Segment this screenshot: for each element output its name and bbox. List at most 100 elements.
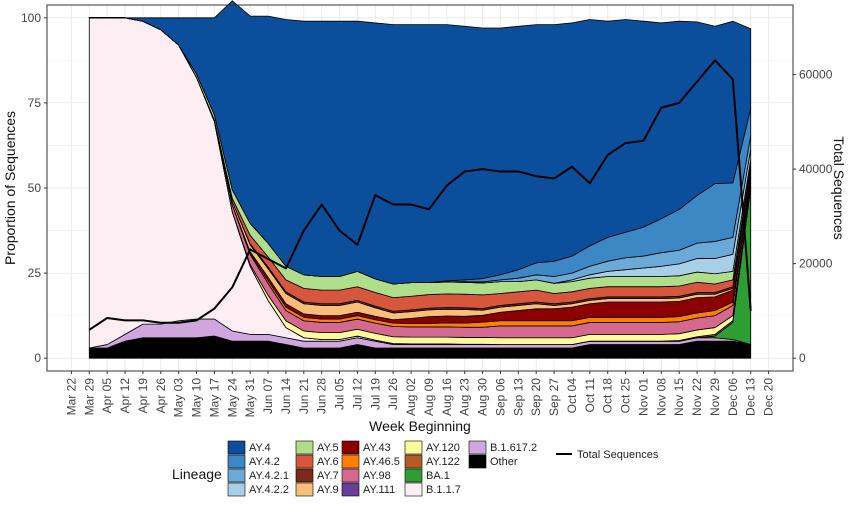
x-tick-label: Jun 28 [315, 378, 329, 414]
legend-label-ay-6: AY.6 [317, 456, 339, 468]
legend-key-ay-98 [341, 468, 360, 483]
legend-key-ay-46-5 [341, 454, 360, 469]
legend-item-ay-98: AY.98 [341, 468, 391, 483]
legend-item-other: Other [468, 454, 518, 469]
x-tick-label: Apr 26 [154, 378, 168, 414]
line-layer [88, 59, 752, 331]
legend-label-b-1-1-7: B.1.1.7 [426, 484, 461, 496]
x-tick-label: Apr 19 [136, 378, 150, 414]
y-tick-label: 25 [28, 266, 42, 280]
y-tick-label: 75 [28, 96, 42, 110]
x-tick-label: Jul 05 [333, 378, 347, 410]
legend-label-ay-46-5: AY.46.5 [363, 456, 400, 468]
legend-label-ay-120: AY.120 [426, 442, 460, 454]
y-tick-label: 100 [21, 11, 41, 25]
line-total-sequences [88, 59, 752, 331]
legend-key-ay-7 [295, 468, 314, 483]
y-axis-title: Proportion of Sequences [2, 111, 18, 265]
legend-key-ay-4 [227, 440, 246, 455]
legend-key-ay-4-2 [227, 454, 246, 469]
legend-key-ay-6 [295, 454, 314, 469]
legend-item-ay-4: AY.4 [227, 440, 271, 455]
y-tick-label: 0 [34, 351, 41, 365]
legend-item-ay-6: AY.6 [295, 454, 339, 469]
legend-item-ba-1: BA.1 [404, 468, 450, 483]
legend-item-ay-46-5: AY.46.5 [341, 454, 400, 469]
x-tick-label: Jul 12 [350, 378, 364, 410]
y2-tick-label: 60000 [799, 68, 833, 82]
legend-item-ay-120: AY.120 [404, 440, 460, 455]
x-tick-label: Sep 06 [493, 378, 507, 416]
x-axis: Mar 22 Mar 29 Apr 05 Apr 12 Apr 19 Apr 26 May … [64, 371, 776, 418]
legend-label-ay-4-2-1: AY.4.2.1 [249, 470, 289, 482]
x-tick-label: Aug 02 [404, 378, 418, 416]
x-tick-label: May 31 [243, 378, 257, 418]
x-tick-label: Oct 18 [601, 378, 615, 414]
legend-items: AY.4 AY.4.2 AY.4.2.1 AY.4.2.2 AY.5 AY.6 AY.7 AY… [227, 440, 659, 497]
legend-item-ay-5: AY.5 [295, 440, 339, 455]
legend-label-ay-7: AY.7 [317, 470, 339, 482]
x-tick-label: Jul 26 [386, 378, 400, 410]
x-tick-label: Nov 01 [636, 378, 650, 416]
legend-label-ba-1: BA.1 [426, 470, 450, 482]
x-tick-label: Sep 27 [547, 378, 561, 416]
x-tick-label: Dec 20 [762, 378, 776, 416]
legend-item-ay-9: AY.9 [295, 482, 339, 497]
legend-key-ay-4-2-2 [227, 482, 246, 497]
legend-item-ay-4-2-1: AY.4.2.1 [227, 468, 289, 483]
legend-label-ay-4-2: AY.4.2 [249, 456, 280, 468]
x-tick-label: Nov 08 [654, 378, 668, 416]
legend-item-ay-4-2: AY.4.2 [227, 454, 280, 469]
legend-label-ay-111: AY.111 [363, 484, 395, 496]
x-tick-label: Mar 29 [82, 378, 96, 416]
legend-item-b-1-617-2: B.1.617.2 [468, 440, 537, 455]
x-tick-label: Aug 09 [422, 378, 436, 416]
legend-item-ay-43: AY.43 [341, 440, 391, 455]
legend-key-ay-9 [295, 482, 314, 497]
legend-item-ay-122: AY.122 [404, 454, 460, 469]
x-tick-label: Dec 13 [744, 378, 758, 416]
legend-key-b-1-617-2 [468, 440, 487, 455]
legend-key-ay-120 [404, 440, 423, 455]
x-tick-label: Oct 25 [619, 378, 633, 414]
legend-key-ay-43 [341, 440, 360, 455]
x-axis-title: Week Beginning [369, 418, 471, 434]
x-tick-label: Dec 06 [726, 378, 740, 416]
x-tick-label: May 10 [190, 378, 204, 418]
y2-tick-label: 40000 [799, 162, 833, 176]
legend: Lineage AY.4AY.4.2AY.4.2.1AY.4.2.2AY.5AY… [172, 440, 659, 497]
legend-label-ay-98: AY.98 [363, 470, 391, 482]
legend-label-ay-122: AY.122 [426, 456, 460, 468]
x-tick-label: May 17 [207, 378, 221, 418]
x-tick-label: Aug 16 [440, 378, 454, 416]
y2-axis-title: Total Sequences [831, 136, 847, 240]
legend-title: Lineage [172, 466, 222, 482]
x-tick-label: May 03 [172, 378, 186, 418]
legend-item-ay-7: AY.7 [295, 468, 339, 483]
y-axis-left: 0 25 50 75 100 [21, 11, 47, 365]
legend-key-ay-5 [295, 440, 314, 455]
area-layer [88, 0, 752, 359]
x-tick-label: Jun 07 [261, 378, 275, 414]
x-tick-label: Jun 21 [297, 378, 311, 414]
y2-tick-label: 20000 [799, 257, 833, 271]
x-tick-label: Jul 19 [368, 378, 382, 410]
y2-tick-label: 0 [799, 351, 806, 365]
legend-key-ay-122 [404, 454, 423, 469]
x-tick-label: Oct 04 [565, 378, 579, 414]
legend-item-total-sequences: Total Sequences [556, 449, 659, 461]
x-tick-label: Oct 11 [583, 378, 597, 413]
y-tick-label: 50 [28, 181, 42, 195]
legend-label-ay-43: AY.43 [363, 442, 391, 454]
legend-label-b-1-617-2: B.1.617.2 [490, 442, 537, 454]
legend-label-ay-5: AY.5 [317, 442, 339, 454]
area-ay-4 [88, 0, 752, 285]
x-tick-label: Sep 20 [529, 378, 543, 416]
x-tick-label: Sep 13 [511, 378, 525, 416]
x-tick-label: May 24 [225, 378, 239, 418]
legend-key-b-1-1-7 [404, 482, 423, 497]
x-tick-label: Mar 22 [64, 378, 78, 416]
legend-label-total-sequences: Total Sequences [577, 449, 659, 461]
